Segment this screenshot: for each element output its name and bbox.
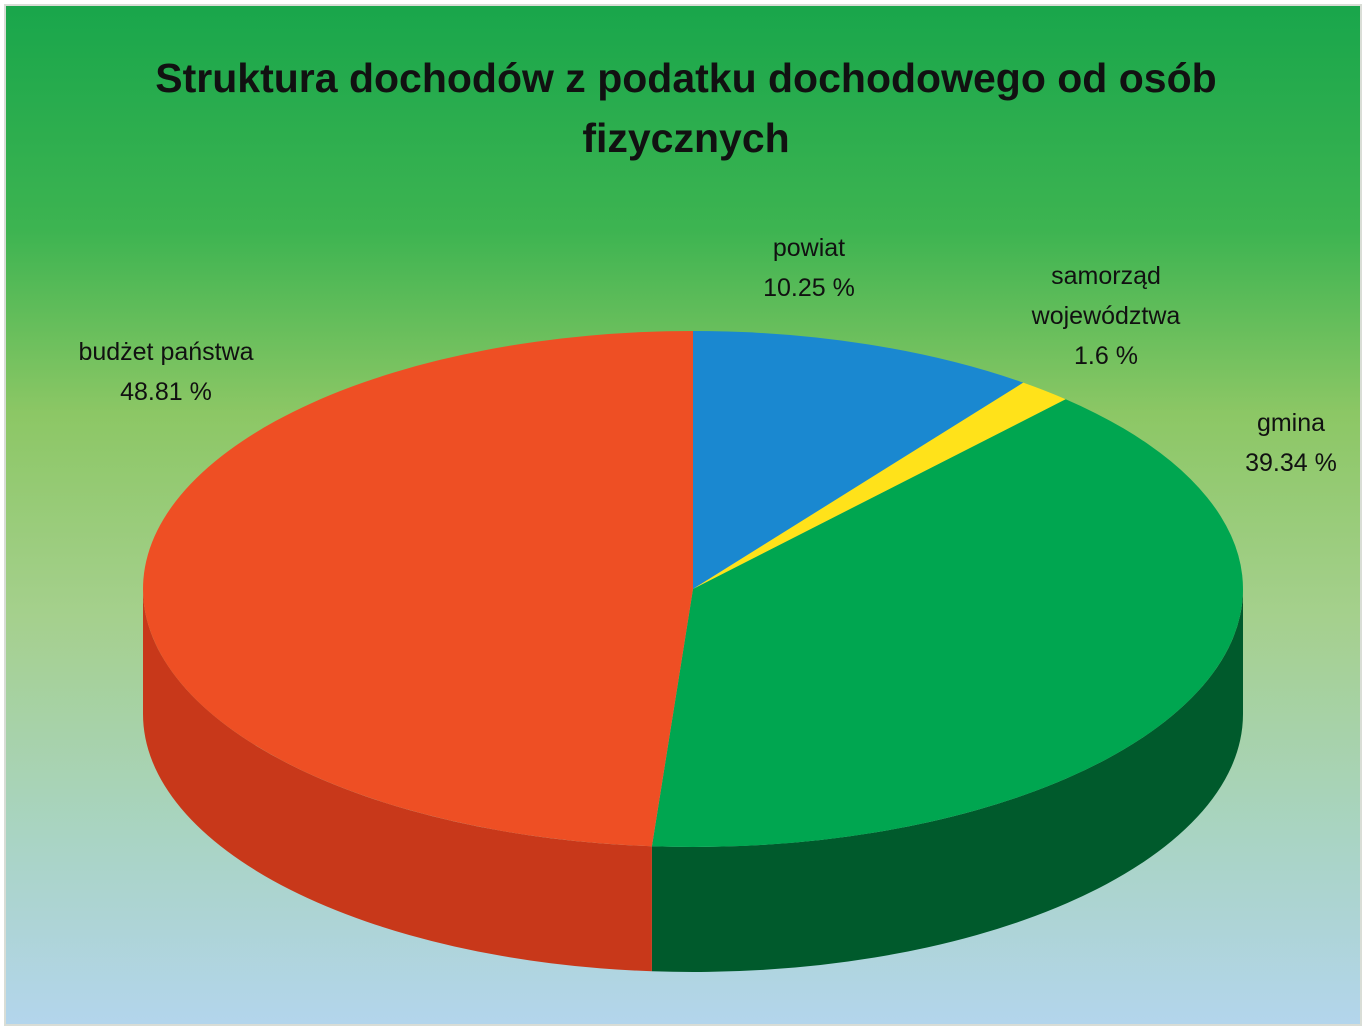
data-label-name: budżet państwa: [78, 338, 254, 366]
data-label-value: 1.6 %: [1074, 342, 1138, 370]
pie-slice-side: [143, 589, 652, 972]
data-label-name: gmina: [1256, 409, 1326, 437]
pie-slice-side: [651, 589, 1243, 972]
pie-area: [142, 330, 1244, 972]
data-label-value: 10.25 %: [763, 274, 855, 302]
data-label: budżet państwa 48.81 %: [36, 332, 296, 412]
pie-slice: [693, 331, 1024, 589]
pie-slice: [142, 330, 694, 847]
data-label: powiat 10.25 %: [679, 228, 939, 308]
chart-title: Struktura dochodów z podatku dochodowego…: [155, 55, 1217, 161]
data-label-value: 39.34 %: [1245, 449, 1337, 477]
chart: Struktura dochodów z podatku dochodowego…: [4, 4, 1362, 1026]
data-label: samorząd województwa 1.6 %: [976, 256, 1236, 376]
pie-slice: [693, 382, 1066, 589]
data-label-name: samorząd województwa: [1031, 262, 1181, 330]
data-label-name: powiat: [772, 234, 846, 262]
data-label: gmina 39.34 %: [1161, 403, 1366, 483]
pie-slice: [651, 399, 1244, 847]
data-label-value: 48.81 %: [120, 378, 212, 406]
